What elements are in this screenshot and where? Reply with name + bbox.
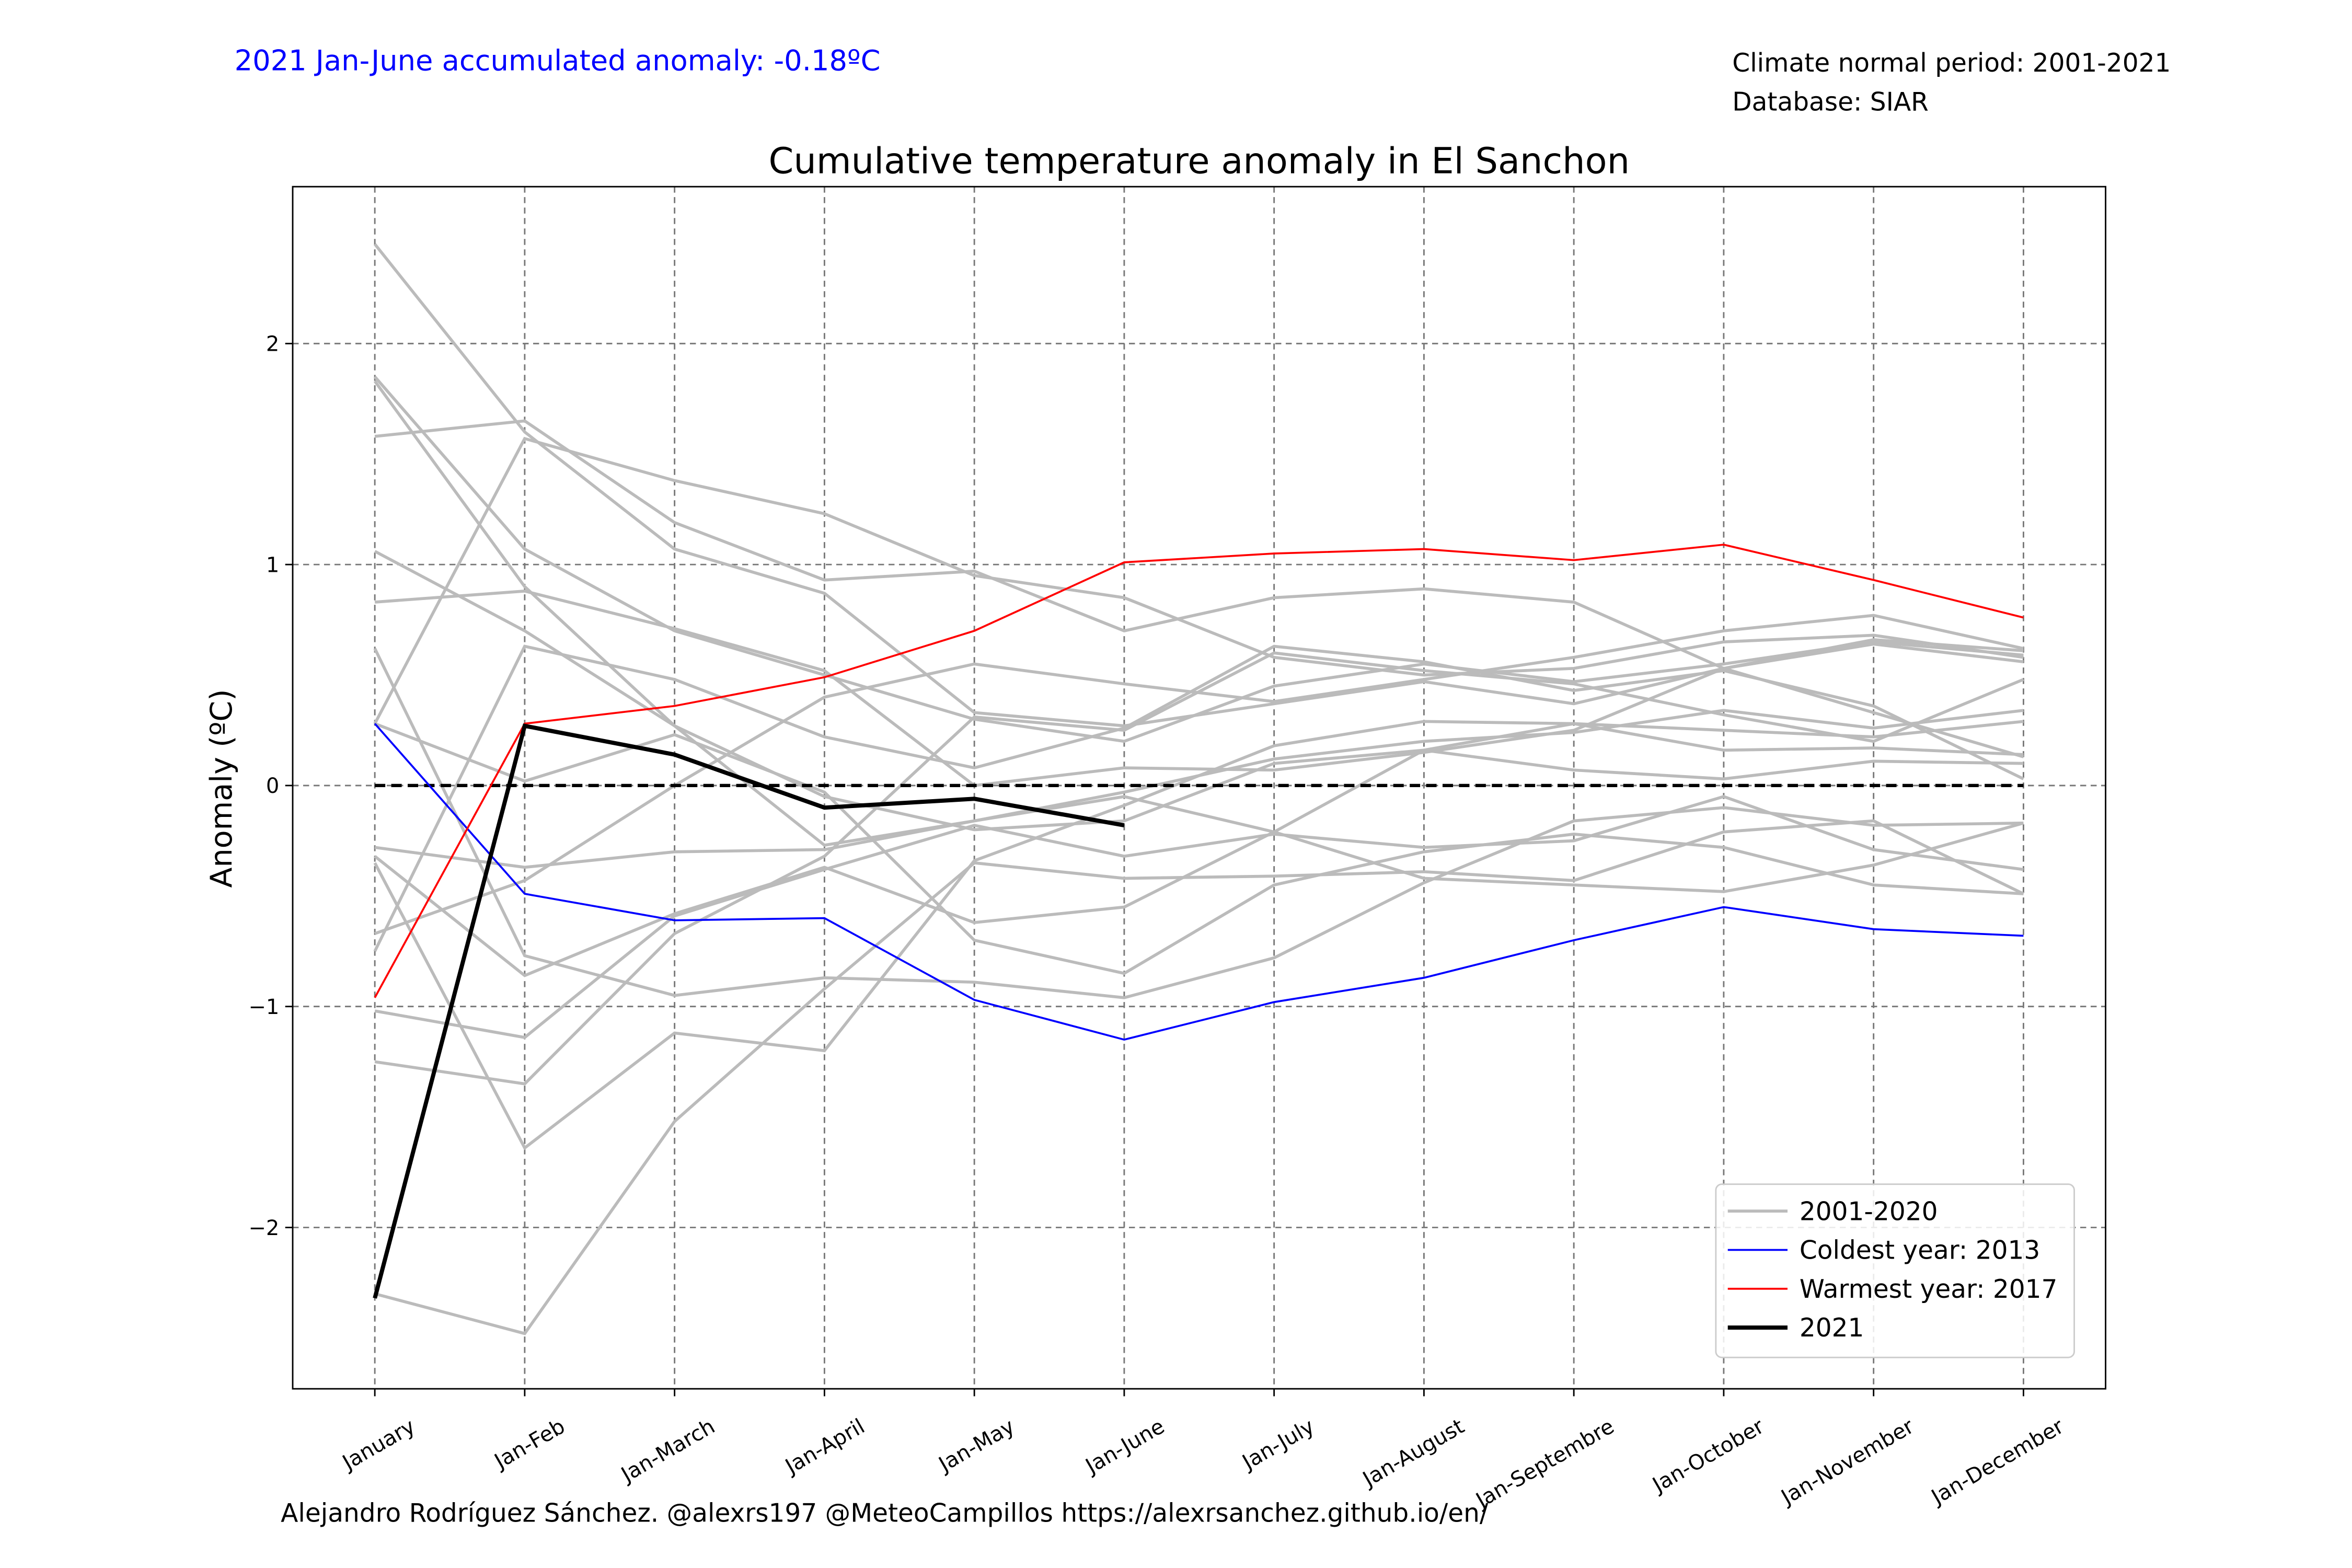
plot-frame (292, 186, 2106, 1390)
gray-line (373, 375, 2024, 743)
gray-line (374, 795, 2024, 1039)
info-line: Database: SIAR (1732, 87, 1929, 117)
y-axis-label: Anomaly (ºC) (204, 689, 239, 888)
series-line (374, 544, 2024, 998)
legend-label: 2021 (1800, 1313, 1864, 1343)
gray-line (373, 720, 2024, 1150)
y-tick-label: 0 (266, 774, 279, 798)
info-line: Climate normal period: 2001-2021 (1732, 49, 2171, 78)
gray-line (374, 722, 2024, 975)
gray-line (373, 648, 2024, 999)
y-tick-label: 1 (266, 553, 279, 577)
gray-line (374, 819, 2024, 1335)
y-tick-label: −2 (248, 1216, 279, 1240)
gray-line (373, 644, 2024, 952)
legend-label: 2001-2020 (1800, 1197, 1938, 1226)
gray-line (374, 651, 2024, 1086)
y-tick-label: 2 (266, 332, 279, 356)
legend-label: Coldest year: 2013 (1800, 1236, 2040, 1265)
y-tick-label: −1 (248, 995, 279, 1019)
series-line (374, 723, 2024, 1041)
gray-line (373, 436, 2024, 724)
series-line (373, 723, 1125, 1299)
gray-line (374, 589, 2024, 787)
chart-title: Cumulative temperature anomaly in El San… (769, 140, 1630, 182)
gray-line (374, 550, 2024, 832)
gray-line (374, 722, 2024, 977)
legend-label: Warmest year: 2017 (1800, 1275, 2058, 1304)
footer: Alejandro Rodríguez Sánchez. @alexrs197 … (281, 1498, 1489, 1528)
gray-line (373, 380, 2024, 893)
annotation: 2021 Jan-June accumulated anomaly: -0.18… (235, 44, 881, 77)
legend-box (1715, 1183, 2075, 1358)
